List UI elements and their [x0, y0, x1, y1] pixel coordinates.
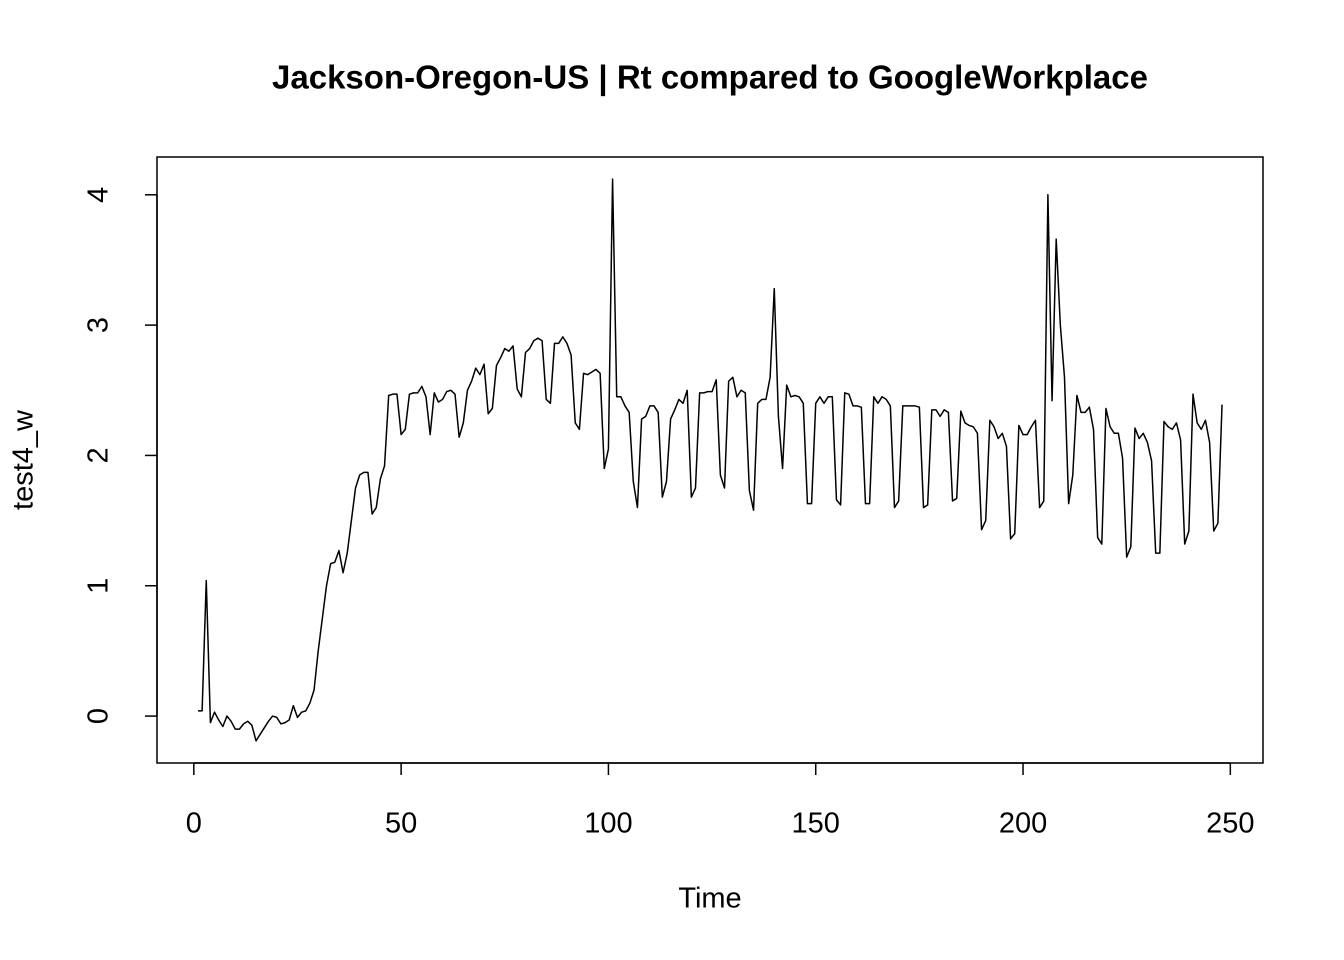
y-tick-label: 4	[83, 187, 115, 203]
y-tick-label: 0	[83, 708, 115, 724]
y-axis-label: test4_w	[8, 409, 40, 510]
x-tick-label: 200	[999, 808, 1047, 840]
x-tick-label: 100	[584, 808, 632, 840]
x-tick-label: 50	[385, 808, 417, 840]
plot-box	[156, 156, 1264, 764]
x-tick-label: 0	[186, 808, 202, 840]
x-axis-label: Time	[678, 883, 741, 915]
x-tick-label: 150	[792, 808, 840, 840]
y-tick-label: 2	[83, 447, 115, 463]
data-line	[197, 178, 1223, 742]
x-tick-label: 250	[1206, 808, 1254, 840]
y-tick-label: 1	[83, 578, 115, 594]
y-tick-label: 3	[83, 317, 115, 333]
chart-title: Jackson-Oregon-US | Rt compared to Googl…	[272, 59, 1148, 96]
